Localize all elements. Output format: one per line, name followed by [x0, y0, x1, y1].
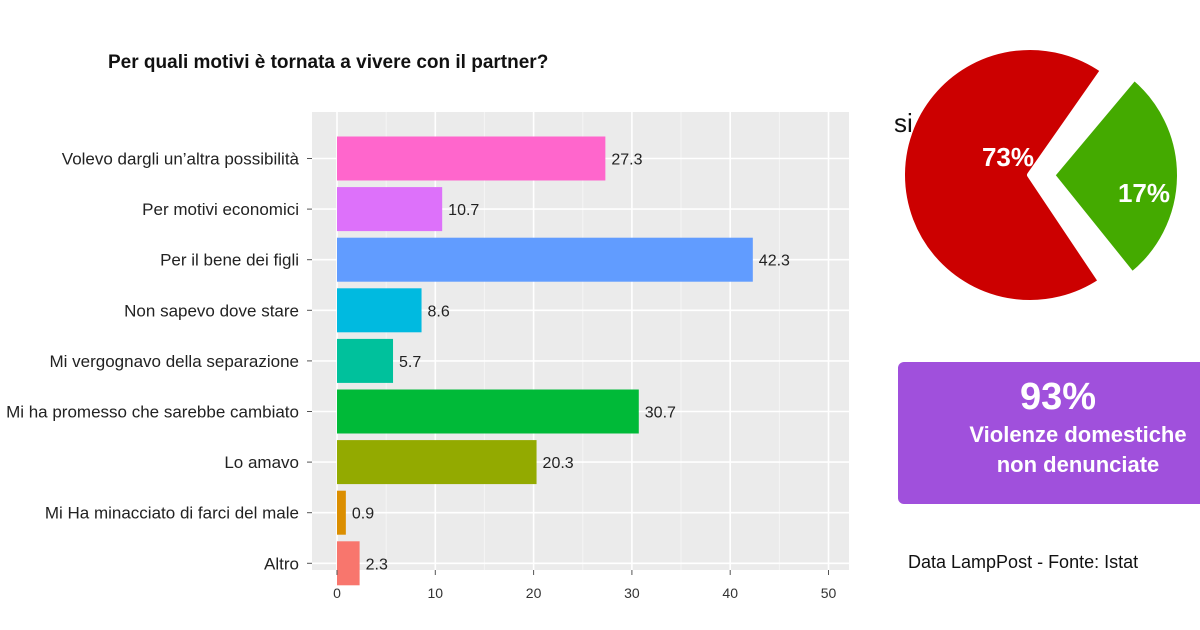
category-label: Mi Ha minacciato di farci del male — [45, 504, 299, 523]
callout-line-2: non denunciate — [996, 452, 1160, 477]
pie-outside-label: si — [894, 108, 913, 138]
pie-slice-label: 17% — [1118, 178, 1170, 208]
x-tick-label: 0 — [333, 585, 341, 601]
bar — [337, 541, 360, 586]
x-tick-label: 20 — [526, 585, 542, 601]
category-label: Non sapevo dove stare — [124, 301, 299, 320]
category-label: Per il bene dei figli — [160, 251, 299, 270]
x-tick-labels: 0 10 20 30 40 50 — [333, 570, 836, 601]
grid-lines — [312, 112, 849, 570]
bar-value-label: 27.3 — [611, 152, 642, 169]
bar — [337, 237, 753, 282]
pie-chart: 73% 17% si — [894, 44, 1183, 306]
category-label: Altro — [264, 554, 299, 573]
source-credit: Data LampPost - Fonte: Istat — [908, 552, 1139, 572]
bar — [337, 288, 422, 333]
bar-value-label: 30.7 — [645, 405, 676, 422]
bar-marks: 27.3 10.7 42.3 8.6 5.7 30.7 20.3 0.9 2.3 — [337, 136, 790, 586]
bar — [337, 490, 346, 535]
bar-value-label: 0.9 — [352, 506, 374, 523]
bar — [337, 440, 537, 485]
callout-value: 93% — [1019, 376, 1097, 418]
bar — [337, 187, 443, 232]
bar — [337, 136, 606, 181]
callout-line-1: Violenze domestiche — [969, 422, 1187, 447]
bar-value-label: 42.3 — [759, 253, 790, 270]
bar-value-label: 10.7 — [448, 202, 479, 219]
stat-callout: 93% Violenze domestiche non denunciate — [898, 362, 1200, 504]
chart-title: Per quali motivi è tornata a vivere con … — [108, 52, 548, 73]
bar-value-label: 5.7 — [399, 354, 421, 371]
category-label: Volevo dargli un’altra possibilità — [62, 150, 300, 169]
category-labels: Volevo dargli un’altra possibilità Per mo… — [6, 150, 312, 573]
pie-slice-large — [899, 44, 1107, 306]
x-tick-label: 10 — [428, 585, 444, 601]
category-label: Mi ha promesso che sarebbe cambiato — [6, 403, 299, 422]
pie-slice-small — [1048, 74, 1183, 278]
bar-value-label: 20.3 — [543, 455, 574, 472]
pie-slice-label: 73% — [982, 142, 1034, 172]
category-label: Per motivi economici — [142, 200, 299, 219]
category-label: Mi vergognavo della separazione — [50, 352, 300, 371]
bar — [337, 338, 394, 383]
bar — [337, 389, 639, 434]
category-label: Lo amavo — [224, 453, 299, 472]
x-tick-label: 30 — [624, 585, 640, 601]
bar-value-label: 8.6 — [428, 303, 450, 320]
x-tick-label: 50 — [821, 585, 837, 601]
x-tick-label: 40 — [722, 585, 738, 601]
bar-chart: Per quali motivi è tornata a vivere con … — [6, 52, 849, 601]
cropped-header-fragment — [724, 0, 864, 4]
bar-value-label: 2.3 — [366, 556, 388, 573]
